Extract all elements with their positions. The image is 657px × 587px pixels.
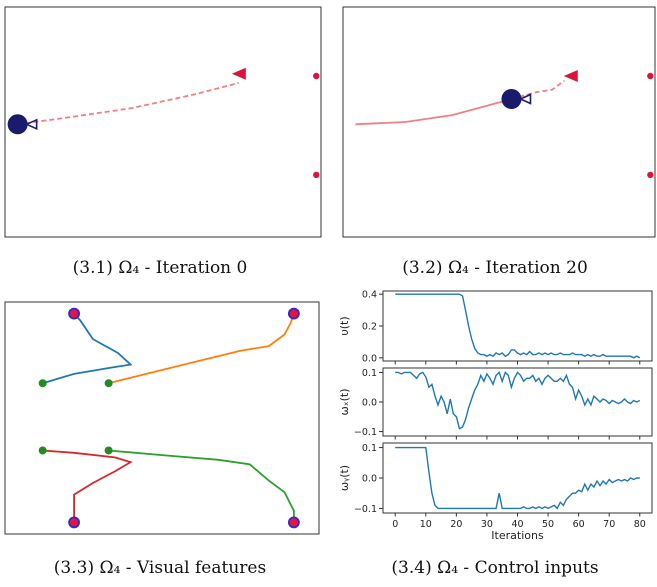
- y-tick-label: −0.1: [354, 504, 377, 515]
- feature-point: [647, 72, 654, 80]
- x-tick-label: 40: [511, 519, 523, 530]
- robot-marker: [7, 114, 28, 135]
- plot-frame: [4, 6, 322, 238]
- y-tick-label: 0.1: [362, 443, 377, 454]
- caption-3-1: (3.1) Ω₄ - Iteration 0: [72, 258, 248, 278]
- x-tick-label: 30: [481, 519, 493, 530]
- goal-point: [68, 516, 80, 529]
- control-subplot-3: −0.1 0.0 0.1 ωᵧ(t): [338, 442, 653, 517]
- y-tick-label: 0.0: [362, 474, 377, 485]
- robot-heading-marker: [24, 118, 38, 131]
- x-tick-label: 20: [450, 519, 462, 530]
- x-tick-label: 60: [573, 519, 585, 530]
- x-tick-label: 80: [634, 519, 646, 530]
- y-tick-label: 0.0: [362, 353, 377, 364]
- panel-3-4-control-inputs: 0.00.20.4υ(t)−0.10.00.1ωₓ(t)−0.10.00.1ωᵧ…: [338, 290, 653, 542]
- robot-heading-marker: [518, 93, 532, 105]
- panel-3-3-visual-features: [4, 301, 320, 535]
- plot-frame: [4, 301, 320, 535]
- feature-point: [313, 171, 320, 179]
- subplot-frame: [382, 290, 653, 362]
- target-pose-marker: [563, 70, 578, 82]
- feature-point: [647, 171, 654, 179]
- x-tick-label: 70: [603, 519, 615, 530]
- feature-trajectory-blue: [42, 312, 133, 385]
- subplot-frame: [382, 442, 653, 514]
- y-tick-label: 0.0: [362, 398, 377, 409]
- feature-trajectory-orange: [108, 313, 295, 385]
- goal-point: [287, 516, 300, 529]
- start-point: [104, 446, 113, 455]
- planned-path: [17, 82, 240, 126]
- caption-3-4: (3.4) Ω₄ - Control inputs: [391, 558, 599, 578]
- x-tick-label: 0: [392, 519, 398, 530]
- y-axis-label: ωᵧ(t): [338, 465, 351, 491]
- traveled-path: [355, 98, 512, 126]
- y-tick-label: 0.1: [362, 368, 377, 379]
- control-subplot-1: 0.0 0.2 0.4 υ(t): [338, 290, 653, 365]
- control-line: [395, 446, 640, 510]
- start-point: [104, 379, 113, 388]
- x-axis-label: Iterations: [491, 529, 544, 542]
- x-tick-label: 50: [542, 519, 554, 530]
- x-tick-label: 10: [420, 519, 432, 530]
- y-axis-label: υ(t): [338, 316, 351, 335]
- start-point: [38, 446, 47, 455]
- goal-point: [68, 307, 80, 320]
- y-tick-label: 0.2: [362, 322, 377, 333]
- panel-3-2-iteration-20: [342, 6, 656, 238]
- control-line: [395, 371, 641, 430]
- feature-point: [313, 72, 320, 80]
- panel-3-1-iteration-0: [4, 6, 322, 238]
- target-pose-marker: [231, 67, 246, 80]
- plot-frame: [342, 6, 656, 238]
- feature-trajectory-green: [108, 449, 295, 523]
- y-axis-label: ωₓ(t): [338, 389, 351, 416]
- caption-3-2: (3.2) Ω₄ - Iteration 20: [402, 258, 588, 278]
- y-tick-label: 0.4: [362, 290, 377, 301]
- planned-path: [511, 79, 566, 100]
- robot-marker: [501, 89, 522, 109]
- caption-3-3: (3.3) Ω₄ - Visual features: [53, 558, 267, 578]
- control-subplot-2: −0.1 0.0 0.1 ωₓ(t): [338, 367, 653, 440]
- feature-trajectory-red: [42, 449, 133, 523]
- y-tick-label: −0.1: [354, 427, 377, 438]
- control-line: [395, 293, 641, 359]
- start-point: [38, 379, 47, 388]
- goal-point: [287, 307, 300, 320]
